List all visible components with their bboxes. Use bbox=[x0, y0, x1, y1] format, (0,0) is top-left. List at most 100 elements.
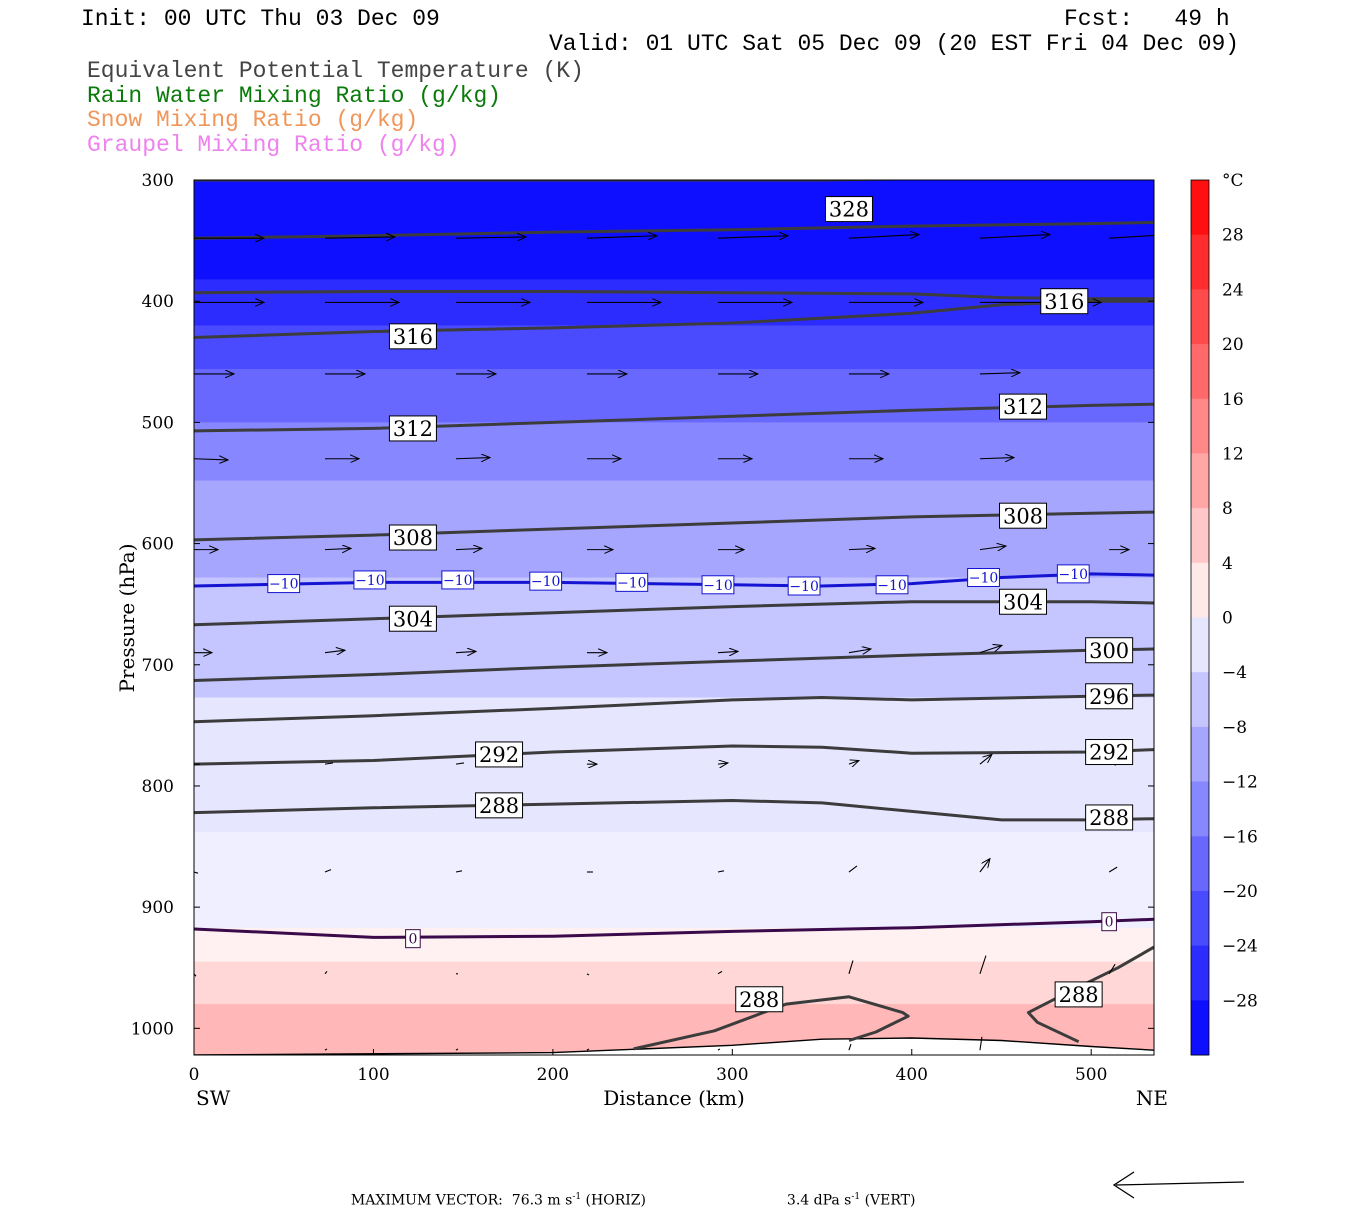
wind-vector bbox=[324, 762, 334, 765]
y-axis-label: Pressure (hPa) bbox=[115, 544, 139, 693]
temp-band-5 bbox=[194, 480, 1154, 579]
temp-band-8 bbox=[194, 832, 1154, 929]
x-tick-label: 100 bbox=[357, 1065, 389, 1085]
contour-label: 288 bbox=[739, 988, 779, 1012]
contour-label-box bbox=[1085, 804, 1134, 831]
contour-label-box bbox=[1085, 637, 1134, 664]
wind-vector bbox=[1108, 963, 1116, 975]
y-tick-label: 500 bbox=[142, 413, 174, 433]
surface-line bbox=[194, 1037, 1154, 1055]
wind-vector bbox=[979, 859, 990, 873]
x-axis-label: Distance (km) bbox=[603, 1086, 745, 1110]
legend-rain-water: Rain Water Mixing Ratio (g/kg) bbox=[87, 83, 502, 109]
contour-label-box bbox=[353, 570, 387, 590]
x-tick-label: 300 bbox=[716, 1065, 748, 1085]
y-tick-label: 700 bbox=[142, 656, 174, 676]
plot-frame bbox=[193, 179, 1155, 1056]
contour-label-box bbox=[267, 574, 301, 594]
wind-vector bbox=[455, 1048, 459, 1051]
contour-label: 328 bbox=[829, 198, 869, 222]
wind-vector bbox=[979, 645, 1002, 654]
wind-vector bbox=[324, 237, 395, 238]
max-vector-prefix: MAXIMUM VECTOR: 76.3 m s bbox=[350, 1192, 573, 1209]
contour-label-box bbox=[615, 572, 649, 592]
contour-label: 288 bbox=[1089, 806, 1129, 830]
contour-label: 0 bbox=[408, 932, 417, 948]
contour-label-box bbox=[999, 393, 1048, 420]
colorbar: 28 24 20 16 12 8 4 0 −4 −8 −12 −16 −20 −24 −28 °C bbox=[1190, 171, 1258, 1056]
contour-label-box bbox=[529, 571, 563, 591]
contour-label: −10 bbox=[789, 579, 819, 595]
contour-label: −10 bbox=[703, 578, 733, 594]
theta-e-contour-304 bbox=[194, 600, 1154, 627]
colorbar-segment bbox=[1191, 781, 1209, 837]
theta-e-contour-324 bbox=[194, 220, 1154, 240]
contour-label: 308 bbox=[393, 526, 433, 550]
temp-band-7 bbox=[194, 697, 1154, 833]
contour-label-box bbox=[475, 741, 524, 768]
wind-vector bbox=[717, 970, 723, 975]
colorbar-tick-label: −28 bbox=[1222, 991, 1258, 1011]
wind-vector bbox=[586, 973, 590, 976]
wind-vector bbox=[717, 651, 738, 652]
contour-label: 292 bbox=[479, 743, 519, 767]
colorbar-segment bbox=[1191, 234, 1209, 290]
colorbar-tick-label: −8 bbox=[1222, 718, 1247, 738]
colorbar-tick-label: 28 bbox=[1222, 226, 1244, 246]
wind-vector bbox=[979, 458, 1014, 459]
colorbar-segment bbox=[1191, 344, 1209, 400]
contour-label-box bbox=[405, 929, 421, 949]
colorbar-segment bbox=[1191, 945, 1209, 1001]
colorbar-segment bbox=[1191, 617, 1209, 673]
contour-label-box bbox=[875, 575, 909, 595]
wind-vector bbox=[1108, 866, 1118, 873]
wind-vector bbox=[324, 548, 351, 549]
colorbar-segment bbox=[1191, 453, 1209, 509]
below-ground-mask bbox=[194, 1038, 1154, 1055]
wind-vector bbox=[979, 754, 992, 765]
theta-e-contour-layer bbox=[194, 180, 1154, 1051]
contour-label-box bbox=[824, 196, 873, 223]
contour-label: −10 bbox=[1058, 567, 1088, 583]
contour-label-box bbox=[701, 575, 735, 595]
x-tick-label: 0 bbox=[189, 1065, 200, 1085]
forecast-hour: Fcst: 49 h bbox=[1064, 6, 1230, 32]
max-vector-horiz-suffix: (HORIZ) bbox=[581, 1192, 646, 1209]
contour-label-box bbox=[1085, 739, 1134, 766]
contour-label-box bbox=[999, 502, 1048, 529]
x-end-label-sw: SW bbox=[196, 1086, 231, 1110]
contour-label: 288 bbox=[479, 794, 519, 818]
x-tick-label: 400 bbox=[896, 1065, 928, 1085]
temp-band-3 bbox=[194, 369, 1154, 423]
wind-vector bbox=[1109, 234, 1154, 239]
temp-band-4 bbox=[194, 422, 1154, 482]
colorbar-tick-label: −4 bbox=[1222, 663, 1247, 683]
contour-label-box bbox=[388, 323, 437, 350]
temp-contour-0 bbox=[194, 917, 1154, 939]
colorbar-segment bbox=[1191, 1000, 1209, 1056]
wind-vector bbox=[848, 649, 871, 653]
theta-e-contour-308 bbox=[194, 510, 1154, 542]
y-tick-label: 800 bbox=[142, 777, 174, 797]
colorbar-tick-label: 0 bbox=[1222, 609, 1233, 629]
colorbar-unit: °C bbox=[1222, 171, 1244, 191]
colorbar-tick-label: −24 bbox=[1222, 937, 1258, 957]
max-vector-vert-sup: -1 bbox=[851, 1192, 861, 1202]
contour-label: −10 bbox=[531, 574, 561, 590]
contour-label-box bbox=[388, 605, 437, 632]
contour-label-box bbox=[1040, 288, 1089, 315]
wind-vector bbox=[455, 548, 482, 549]
wind-vector bbox=[848, 865, 858, 873]
colorbar-tick-label: 4 bbox=[1222, 554, 1233, 574]
wind-vector bbox=[586, 236, 657, 238]
colorbar-tick-label: 16 bbox=[1222, 390, 1244, 410]
wind-vector bbox=[455, 237, 526, 238]
max-vector-vert: 3.4 dPa s-1 (VERT) bbox=[778, 1176, 916, 1209]
wind-vector bbox=[455, 651, 476, 652]
max-vector-horiz: MAXIMUM VECTOR: 76.3 m s-1 (HORIZ) bbox=[342, 1176, 646, 1209]
colorbar-segment bbox=[1191, 672, 1209, 728]
wind-vector bbox=[848, 960, 854, 974]
wind-vector bbox=[979, 546, 1006, 550]
contour-label-box bbox=[787, 576, 821, 596]
